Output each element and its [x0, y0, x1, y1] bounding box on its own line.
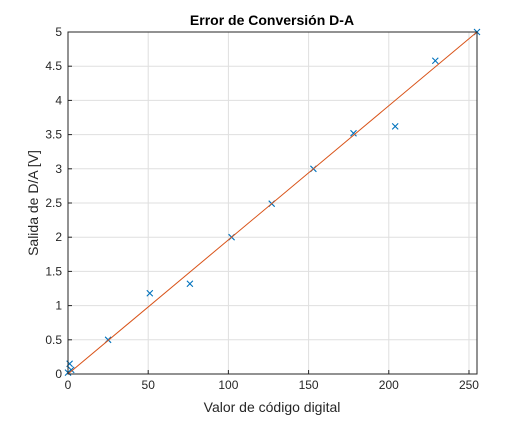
fit-line [67, 31, 478, 375]
data-point-marker [186, 280, 194, 288]
ticks: 0 50 100 150 200 250 0 0.5 1 1.5 2 2.5 3 3.5 4 4.5 5 [45, 25, 479, 392]
x-tick-label: 200 [379, 378, 399, 392]
y-tick-label: 1 [55, 299, 62, 313]
chart-title: Error de Conversión D-A [190, 12, 354, 28]
x-axis-label: Valor de código digital [204, 399, 341, 415]
y-tick-label: 4.5 [45, 59, 62, 73]
y-axis-label: Salida de D/A [V] [25, 150, 41, 256]
data-point-marker [350, 129, 357, 137]
y-tick-label: 5 [55, 25, 62, 39]
y-tick-label: 4 [55, 93, 62, 107]
x-tick-label: 150 [299, 378, 319, 392]
y-tick-label: 3.5 [45, 128, 62, 142]
data-point-marker [146, 289, 154, 297]
x-tick-label: 250 [459, 378, 479, 392]
data-point-marker [391, 123, 399, 130]
y-tick-label: 2 [55, 230, 62, 244]
series-layer [64, 28, 481, 377]
y-tick-label: 2.5 [45, 196, 62, 210]
x-tick-label: 0 [65, 378, 72, 392]
x-tick-label: 100 [218, 378, 238, 392]
y-tick-label: 0 [55, 367, 62, 381]
y-tick-label: 1.5 [45, 264, 62, 278]
y-tick-label: 0.5 [45, 333, 62, 347]
grid [67, 31, 477, 375]
data-point-marker [67, 366, 75, 374]
data-point-marker [431, 57, 439, 65]
x-tick-label: 50 [142, 378, 156, 392]
y-tick-label: 3 [55, 162, 62, 176]
